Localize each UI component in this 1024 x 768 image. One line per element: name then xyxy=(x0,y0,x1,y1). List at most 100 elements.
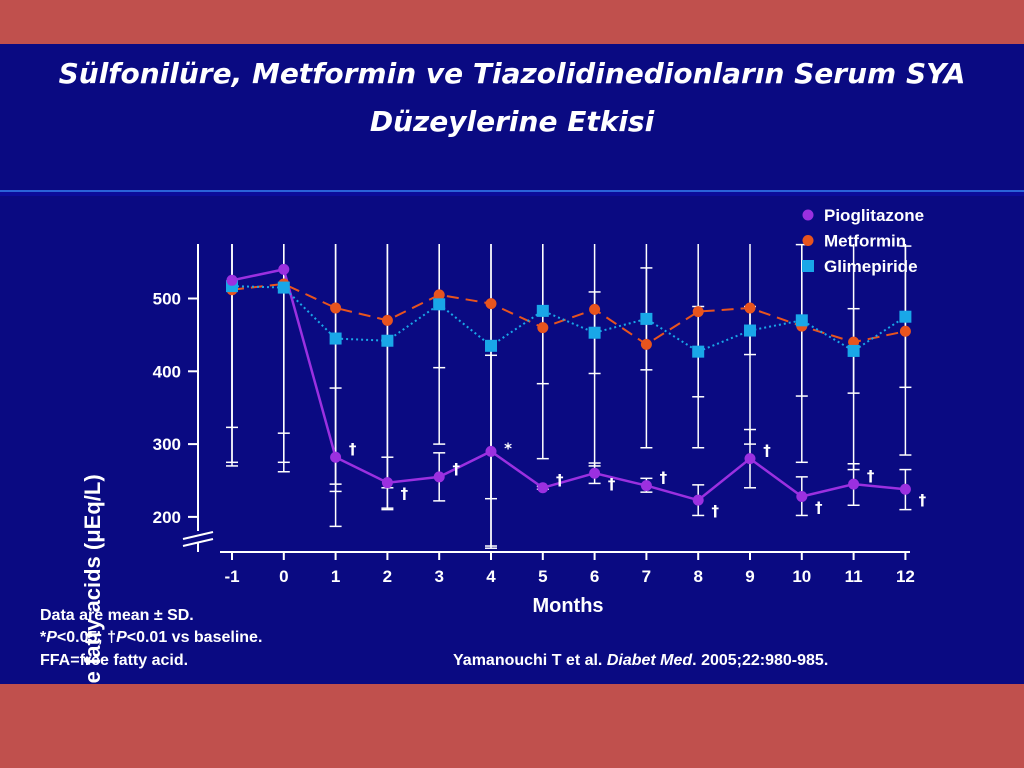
y-tick-label: 400 xyxy=(153,362,181,381)
legend-swatch-metformin xyxy=(802,235,814,246)
legend-label-metformin: Metformin xyxy=(824,232,906,251)
marker-metformin xyxy=(381,314,393,326)
significance-mark: † xyxy=(763,442,771,460)
marker-glimepiride xyxy=(795,314,808,327)
x-tick-label: 11 xyxy=(845,567,863,586)
footnote-significance-part: * xyxy=(40,629,47,646)
series-line-pioglitazone xyxy=(231,267,906,502)
x-tick-label: 2 xyxy=(383,567,392,586)
marker-metformin xyxy=(485,298,497,310)
x-tick-label: 1 xyxy=(331,567,340,586)
significance-mark: * xyxy=(504,439,512,457)
significance-mark: † xyxy=(452,460,460,478)
citation-part: Yamanouchi T et al. xyxy=(453,652,607,669)
marker-glimepiride xyxy=(277,281,290,294)
marker-glimepiride xyxy=(381,334,394,347)
x-tick-label: 4 xyxy=(486,567,496,586)
marker-pioglitazone xyxy=(899,483,911,495)
footnote-significance-part: <0.01 vs baseline. xyxy=(126,629,263,646)
footnote-significance: *P<0.05; †P<0.01 vs baseline. xyxy=(40,627,262,648)
significance-mark: † xyxy=(349,440,357,458)
significance-mark: † xyxy=(401,485,409,503)
marker-glimepiride xyxy=(433,298,446,311)
marker-glimepiride xyxy=(640,312,653,325)
legend-label-pioglitazone: Pioglitazone xyxy=(824,206,924,225)
marker-glimepiride xyxy=(744,324,756,337)
marker-metformin xyxy=(433,289,445,301)
marker-glimepiride xyxy=(329,332,342,345)
x-tick-label: 12 xyxy=(896,567,915,586)
axis-break-mark xyxy=(182,531,214,540)
footnote-significance-part: P xyxy=(46,629,57,646)
marker-pioglitazone xyxy=(278,263,290,275)
x-tick-label: 7 xyxy=(642,567,651,586)
marker-glimepiride xyxy=(899,310,912,323)
series-lines xyxy=(231,267,906,502)
series-line-glimepiride xyxy=(231,285,906,353)
citation: Yamanouchi T et al. Diabet Med. 2005;22:… xyxy=(453,650,828,671)
y-axis-label: Free fatty acids (μEq/L) xyxy=(80,474,105,684)
significance-mark: † xyxy=(867,467,875,485)
significance-mark: † xyxy=(815,499,823,517)
x-axis-label: Months xyxy=(532,595,603,617)
marker-pioglitazone xyxy=(744,453,756,465)
marker-metformin xyxy=(537,322,549,334)
x-tick-label: 10 xyxy=(792,567,811,586)
marker-metformin xyxy=(899,325,911,337)
y-tick-label: 300 xyxy=(153,435,181,454)
axis-break-mark xyxy=(182,538,214,547)
x-tick-label: 8 xyxy=(693,567,702,586)
marker-pioglitazone xyxy=(589,467,601,479)
marker-pioglitazone xyxy=(226,274,238,286)
significance-mark: † xyxy=(660,469,668,487)
error-bars xyxy=(226,243,912,549)
footnote-significance-part: <0.05; † xyxy=(56,629,117,646)
significance-mark: † xyxy=(608,475,616,493)
marker-glimepiride xyxy=(692,345,705,358)
marker-pioglitazone xyxy=(848,478,860,490)
footnote-mean-sd: Data are mean ± SD. xyxy=(40,607,194,624)
series-markers xyxy=(226,263,912,506)
marker-pioglitazone xyxy=(433,471,445,483)
marker-metformin xyxy=(330,302,342,314)
footnote-significance-part: P xyxy=(116,629,127,646)
legend-swatch-glimepiride xyxy=(802,260,814,272)
significance-mark: † xyxy=(556,471,564,489)
x-tick-label: 6 xyxy=(590,567,599,586)
series-line-metformin xyxy=(231,282,906,346)
marker-glimepiride xyxy=(847,344,860,357)
significance-annotations: † † † * † † † † † † † † xyxy=(349,439,927,520)
footnote-ffa: FFA=free fatty acid. xyxy=(40,652,189,669)
marker-pioglitazone xyxy=(537,482,549,494)
x-tick-label: -1 xyxy=(224,567,239,586)
marker-pioglitazone xyxy=(485,445,497,457)
marker-glimepiride xyxy=(485,339,497,352)
marker-pioglitazone xyxy=(330,451,342,463)
legend-swatch-pioglitazone xyxy=(802,209,814,221)
slide-title-line-1: Sülfonilüre, Metformin ve Tiazolidinedio… xyxy=(58,57,966,90)
citation-part: . 2005;22:980-985. xyxy=(692,652,829,669)
x-tick-label: 9 xyxy=(745,567,754,586)
slide-title-line-2: Düzeylerine Etkisi xyxy=(369,105,655,138)
x-tick-label: 3 xyxy=(434,567,443,586)
marker-pioglitazone xyxy=(381,477,393,489)
marker-pioglitazone xyxy=(640,480,652,492)
marker-metformin xyxy=(692,306,704,318)
significance-mark: † xyxy=(919,491,927,509)
legend-label-glimepiride: Glimepiride xyxy=(824,257,918,276)
y-tick-label: 200 xyxy=(153,508,181,527)
marker-glimepiride xyxy=(536,304,549,317)
y-tick-label: 500 xyxy=(153,290,181,309)
marker-glimepiride xyxy=(588,326,601,339)
marker-metformin xyxy=(589,303,601,315)
slide-title: Sülfonilüre, Metformin ve Tiazolidinedio… xyxy=(0,50,1024,146)
marker-metformin xyxy=(744,302,756,314)
marker-metformin xyxy=(640,338,652,350)
citation-part: Diabet Med xyxy=(606,652,693,669)
marker-pioglitazone xyxy=(692,494,704,506)
x-tick-label: 5 xyxy=(538,567,547,586)
significance-mark: † xyxy=(711,502,719,520)
x-tick-label: 0 xyxy=(279,567,288,586)
